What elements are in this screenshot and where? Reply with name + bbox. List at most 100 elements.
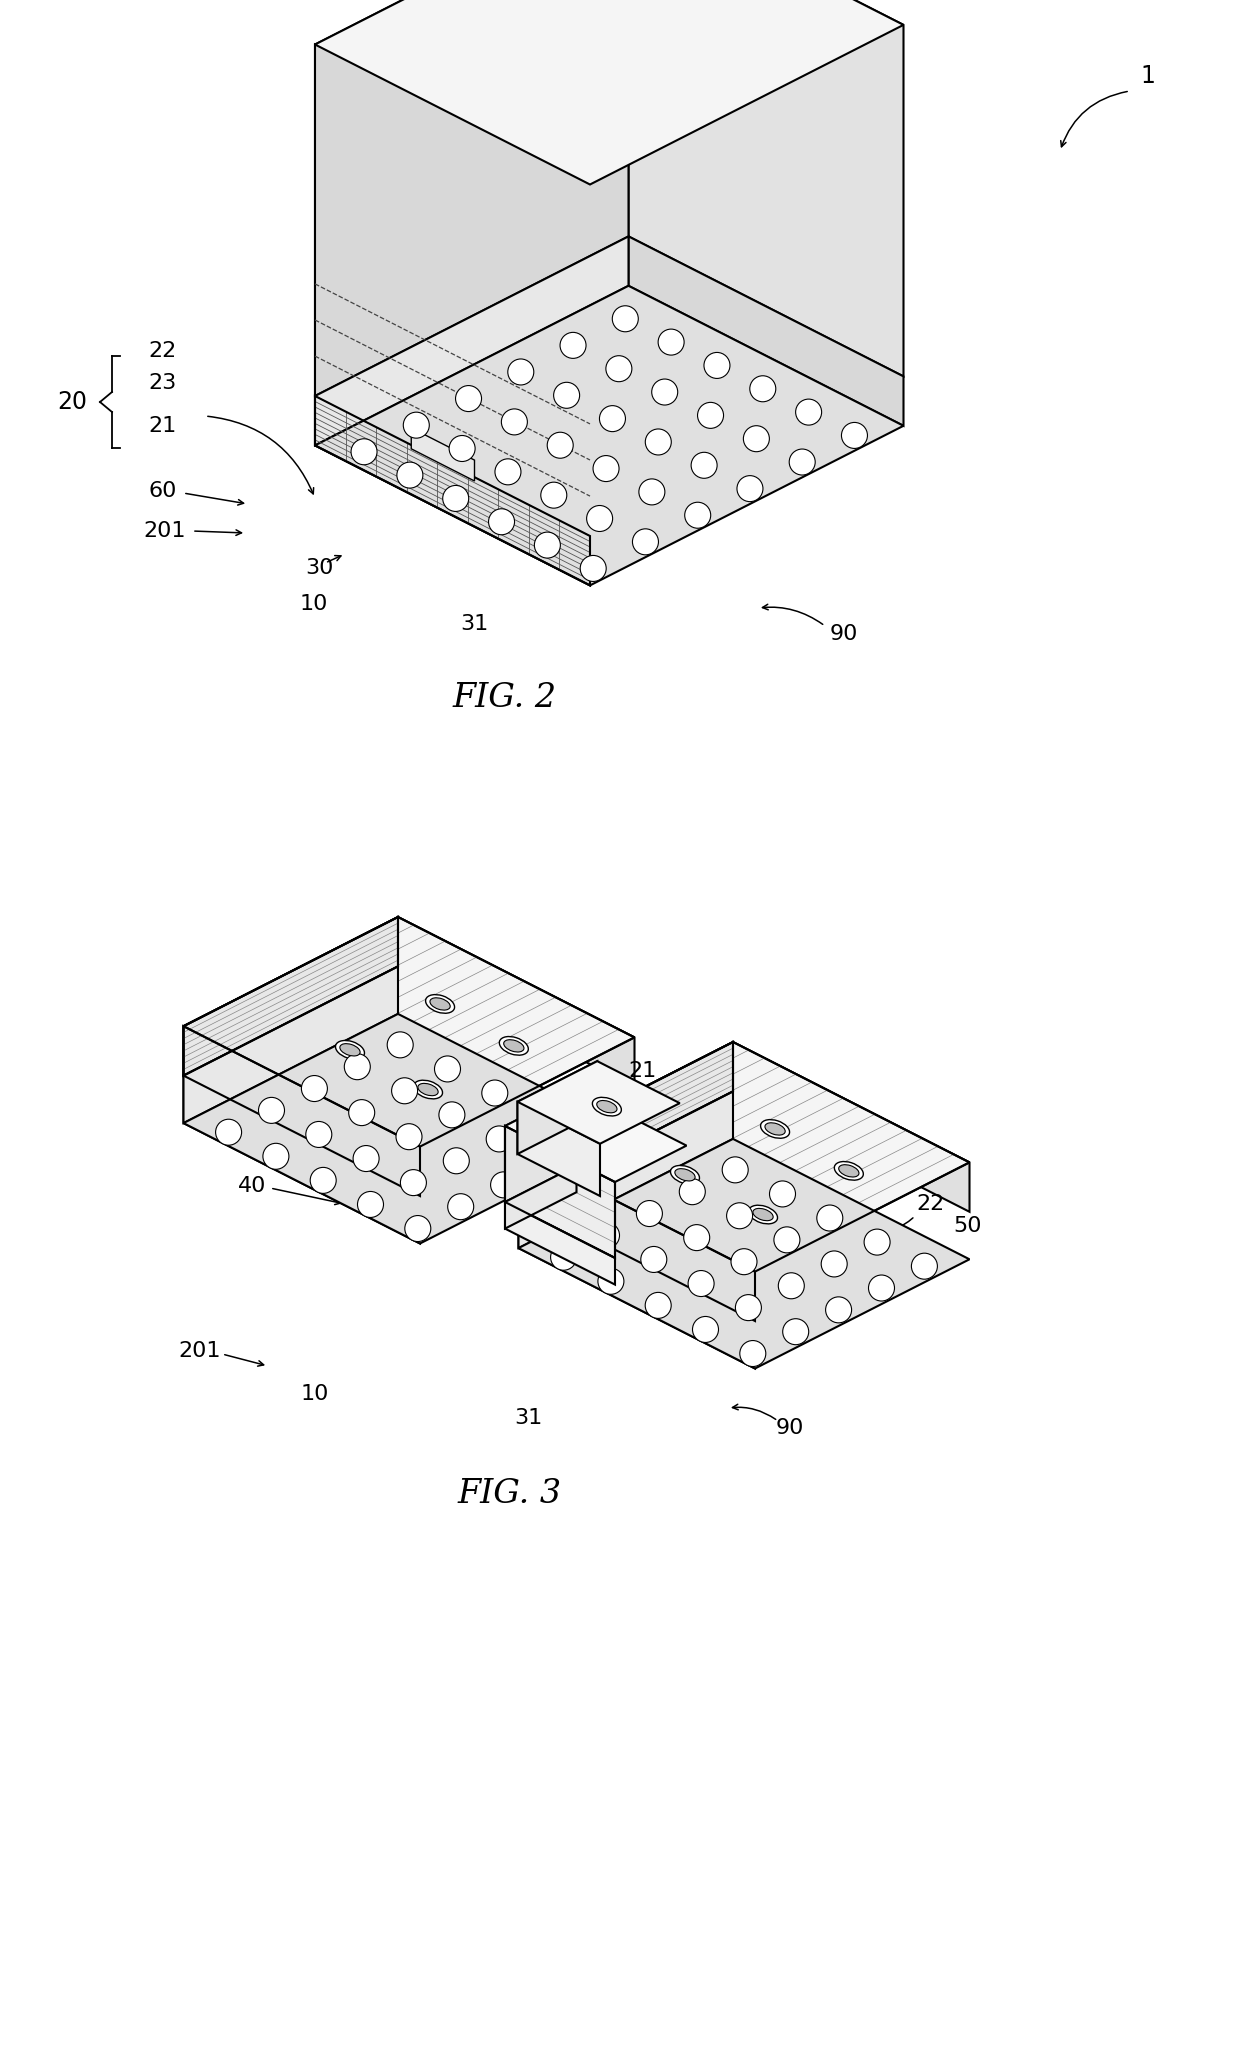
Text: 31: 31 [460,614,489,634]
Circle shape [357,1192,383,1217]
Polygon shape [518,1041,733,1200]
Polygon shape [315,285,904,585]
Polygon shape [315,236,629,446]
Circle shape [508,359,533,384]
Circle shape [482,1081,508,1105]
Text: 31: 31 [513,1409,542,1428]
Circle shape [652,378,678,405]
Circle shape [533,1151,559,1176]
Circle shape [774,1227,800,1252]
Polygon shape [505,1165,577,1229]
Circle shape [782,1318,808,1345]
Polygon shape [184,1076,420,1244]
Polygon shape [517,1062,680,1145]
Circle shape [348,1099,374,1126]
Circle shape [606,355,632,382]
Text: FIG. 2: FIG. 2 [453,682,557,715]
Ellipse shape [749,1204,777,1223]
Text: 22: 22 [916,1194,944,1215]
Circle shape [491,1171,517,1198]
Circle shape [403,411,429,438]
Circle shape [641,1246,667,1273]
Text: 50: 50 [954,1217,982,1235]
Circle shape [632,529,658,556]
Ellipse shape [835,1161,863,1180]
Ellipse shape [593,1097,621,1116]
Circle shape [750,376,776,401]
Ellipse shape [425,994,455,1012]
Text: 23: 23 [148,374,176,393]
Polygon shape [505,1089,687,1182]
Ellipse shape [671,1165,699,1184]
Circle shape [821,1250,847,1277]
Circle shape [310,1167,336,1194]
Circle shape [727,1202,753,1229]
Ellipse shape [760,1120,790,1138]
Text: 10: 10 [300,595,329,614]
Text: 21: 21 [627,1062,656,1081]
Circle shape [683,1225,709,1250]
Ellipse shape [418,1083,438,1095]
Circle shape [688,1271,714,1297]
Text: FIG. 3: FIG. 3 [458,1477,562,1510]
Ellipse shape [500,1037,528,1056]
Circle shape [826,1297,852,1322]
Circle shape [306,1122,332,1147]
Circle shape [911,1254,937,1279]
Polygon shape [505,1089,577,1202]
Polygon shape [315,0,904,184]
Circle shape [397,463,423,488]
Circle shape [396,1124,422,1149]
Circle shape [547,432,573,459]
Text: 201: 201 [143,521,186,541]
Circle shape [301,1076,327,1101]
Circle shape [443,486,469,512]
Text: 90: 90 [830,624,858,645]
Circle shape [594,1223,620,1248]
Polygon shape [517,1101,600,1196]
Circle shape [580,556,606,581]
Circle shape [560,333,587,357]
Polygon shape [184,917,635,1147]
Ellipse shape [753,1209,774,1221]
Circle shape [698,403,724,428]
Polygon shape [315,397,590,585]
Text: 1: 1 [1141,64,1156,89]
Circle shape [351,438,377,465]
Circle shape [577,1128,603,1155]
Text: 30: 30 [305,558,334,578]
Ellipse shape [675,1169,696,1182]
Circle shape [636,1200,662,1227]
Polygon shape [629,236,904,426]
Text: 30: 30 [595,1217,624,1235]
Circle shape [439,1101,465,1128]
Circle shape [258,1097,284,1124]
Polygon shape [518,1041,970,1271]
Circle shape [779,1273,805,1300]
Circle shape [534,533,560,558]
Circle shape [789,448,815,475]
Text: 40: 40 [238,1176,267,1196]
Circle shape [704,353,730,378]
Circle shape [735,1295,761,1320]
Text: 22: 22 [148,341,176,362]
Circle shape [345,1054,371,1081]
Circle shape [722,1157,748,1184]
Polygon shape [184,967,398,1124]
Polygon shape [505,1126,615,1258]
Ellipse shape [413,1081,443,1099]
Circle shape [743,426,769,452]
Ellipse shape [336,1041,365,1060]
Circle shape [639,479,665,504]
Circle shape [598,1269,624,1293]
Circle shape [434,1056,460,1083]
Polygon shape [505,1202,615,1285]
Circle shape [541,481,567,508]
Ellipse shape [340,1043,360,1056]
Circle shape [551,1244,577,1271]
Circle shape [645,1293,671,1318]
Ellipse shape [430,998,450,1010]
Text: 201: 201 [179,1341,221,1361]
Circle shape [553,382,579,409]
Circle shape [691,452,717,479]
